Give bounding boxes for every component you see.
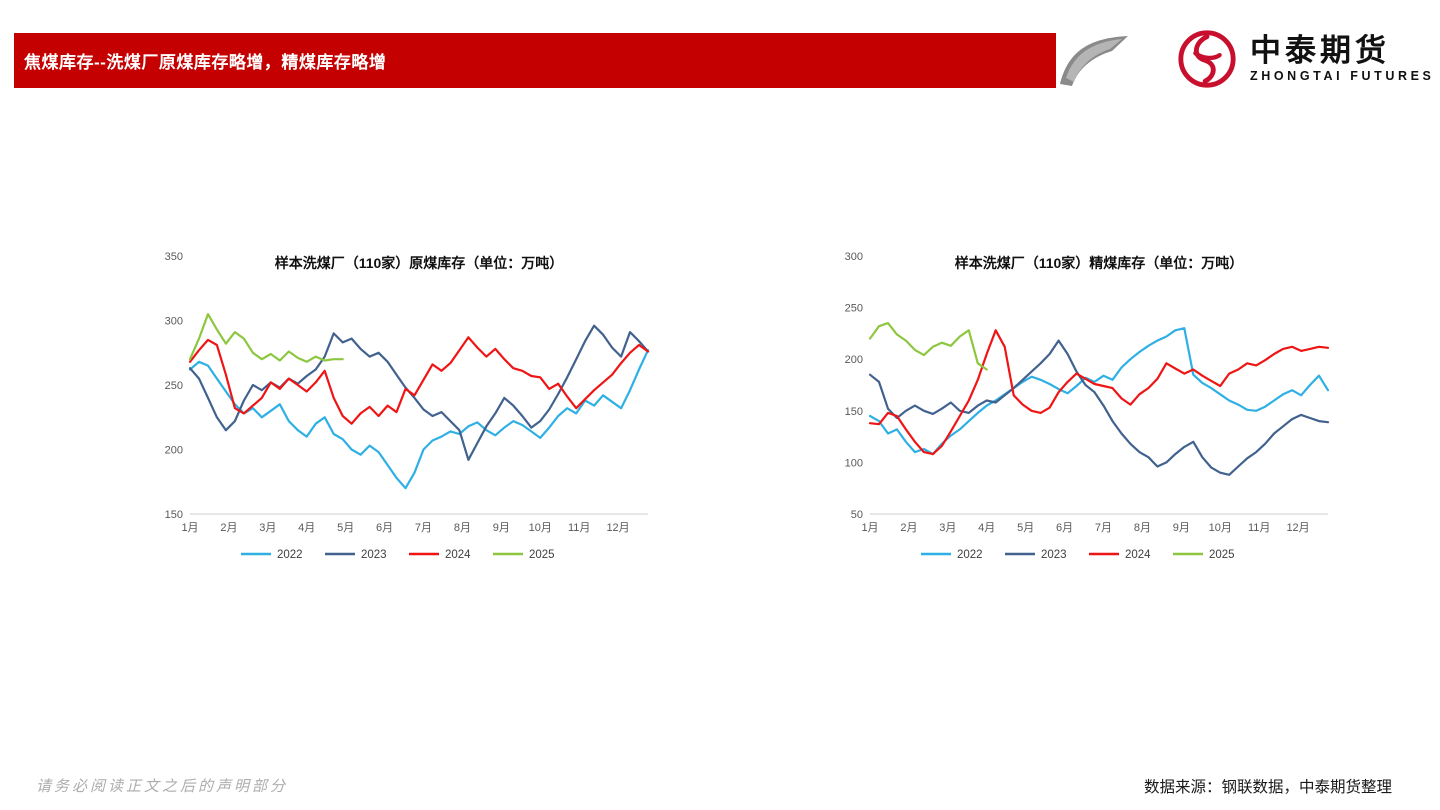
x-axis-label: 9月 [1173, 522, 1190, 534]
clean-coal-inventory-chart: 50 100 150 200 250 300 1月 2月 3月 4月 5月 6月 7月 8月 9月 10月 11… [828, 242, 1338, 572]
legend-label-2024: 2024 [445, 549, 471, 561]
series-line-2023 [868, 339, 1330, 476]
x-axis-label: 7月 [1095, 522, 1112, 534]
raw-coal-inventory-chart: 150 200 250 300 350 1月 2月 3月 4月 5月 6月 7月 8月 9月 10月 11月 1… [148, 242, 658, 572]
logo-name-cn: 中泰期货 [1250, 32, 1390, 68]
y-axis-label: 300 [165, 316, 183, 328]
legend-label-2022: 2022 [957, 549, 983, 561]
x-axis-label: 5月 [1017, 522, 1034, 534]
series-line-2025 [188, 312, 344, 363]
x-axis-label: 6月 [376, 522, 393, 534]
series-line-2022 [868, 327, 1330, 456]
x-axis-label: 2月 [900, 522, 917, 534]
y-axis-label: 200 [845, 354, 863, 366]
x-axis-label: 4月 [978, 522, 995, 534]
slide-title: 焦煤库存--洗煤厂原煤库存略增，精煤库存略增 [24, 53, 387, 72]
x-axis-label: 12月 [606, 522, 629, 534]
logo-name-en: ZHONGTAI FUTURES [1250, 69, 1435, 84]
x-axis-label: 12月 [1286, 522, 1309, 534]
x-axis-label: 11月 [1248, 522, 1270, 534]
legend-label-2025: 2025 [529, 549, 555, 561]
x-axis-label: 2月 [220, 522, 237, 534]
chart-title: 样本洗煤厂（110家）精煤库存（单位：万吨） [955, 255, 1244, 271]
y-axis-label: 350 [165, 251, 183, 263]
x-axis-label: 4月 [298, 522, 315, 534]
series-line-2024 [868, 329, 1330, 456]
line-chart-svg: 150 200 250 300 350 1月 2月 3月 4月 5月 6月 7月 8月 9月 10月 11月 1… [165, 251, 650, 561]
x-axis-label: 3月 [259, 522, 276, 534]
title-banner: 焦煤库存--洗煤厂原煤库存略增，精煤库存略增 [14, 33, 1056, 88]
line-chart-svg: 50 100 150 200 250 300 1月 2月 3月 4月 5月 6月 7月 8月 9月 10月 11… [845, 251, 1330, 561]
y-axis-label: 300 [845, 251, 863, 263]
chart-title: 样本洗煤厂（110家）原煤库存（单位：万吨） [275, 255, 564, 271]
logo-text-block: 中泰期货 ZHONGTAI FUTURES [1250, 32, 1435, 84]
series-line-2022 [188, 349, 650, 490]
x-axis-label: 10月 [529, 522, 552, 534]
x-axis-label: 10月 [1209, 522, 1232, 534]
y-axis-label: 50 [851, 509, 863, 521]
legend-label-2024: 2024 [1125, 549, 1151, 561]
series-line-2024 [188, 336, 650, 425]
data-source-text: 数据来源：钢联数据，中泰期货整理 [1143, 779, 1392, 796]
x-axis-label: 5月 [337, 522, 354, 534]
series-line-2025 [868, 321, 988, 371]
x-axis-label: 8月 [454, 522, 471, 534]
y-axis-label: 200 [165, 445, 183, 457]
x-axis-label: 1月 [181, 522, 198, 534]
y-axis-label: 100 [845, 457, 863, 469]
swoosh-shape-light [1066, 39, 1122, 82]
disclaimer-text: 请务必阅读正文之后的声明部分 [36, 779, 289, 795]
y-axis-label: 150 [845, 406, 863, 418]
legend-label-2022: 2022 [277, 549, 303, 561]
y-axis-label: 250 [845, 303, 863, 315]
x-axis-label: 9月 [493, 522, 510, 534]
x-axis-label: 11月 [568, 522, 590, 534]
y-axis-label: 150 [165, 509, 183, 521]
series-line-2023 [188, 324, 650, 461]
banner-swoosh-decoration [1060, 36, 1128, 86]
logo-stroke [1193, 51, 1222, 61]
zhongtai-logo-icon [1178, 30, 1236, 88]
x-axis-label: 8月 [1134, 522, 1151, 534]
x-axis-label: 6月 [1056, 522, 1073, 534]
x-axis-label: 7月 [415, 522, 432, 534]
x-axis-label: 1月 [861, 522, 878, 534]
legend-label-2025: 2025 [1209, 549, 1235, 561]
legend-label-2023: 2023 [1041, 549, 1067, 561]
legend-label-2023: 2023 [361, 549, 387, 561]
y-axis-label: 250 [165, 380, 183, 392]
x-axis-label: 3月 [939, 522, 956, 534]
logo-ring [1178, 30, 1236, 88]
company-logo: 中泰期货 ZHONGTAI FUTURES [1176, 28, 1434, 90]
logo-swirl [1194, 34, 1216, 84]
